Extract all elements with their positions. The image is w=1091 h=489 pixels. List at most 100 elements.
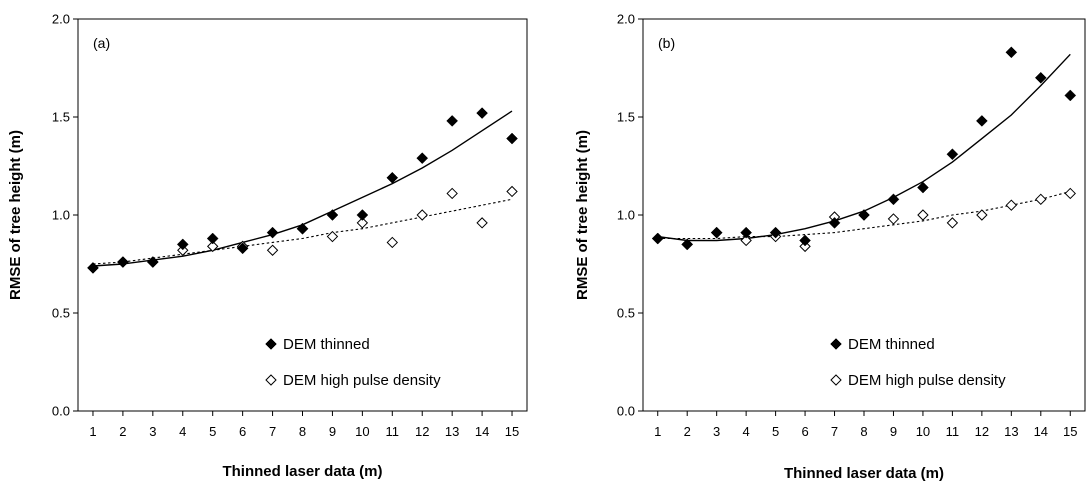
data-point-dem-high-pulse-density — [326, 230, 339, 243]
data-point-dem-thinned — [146, 256, 159, 268]
x-tick-label: 2 — [684, 424, 691, 439]
trend-line-dem-high-pulse-density — [657, 190, 1071, 240]
data-point-dem-thinned — [296, 222, 309, 235]
x-tick-label: 2 — [119, 424, 126, 439]
x-tick-label: 13 — [445, 424, 459, 439]
data-point-dem-high-pulse-density — [476, 217, 488, 229]
x-tick-label: 8 — [299, 424, 306, 439]
data-point-dem-high-pulse-density — [356, 217, 369, 229]
data-point-dem-thinned — [1005, 46, 1018, 59]
y-tick-label: 1.0 — [617, 208, 635, 223]
x-tick-label: 6 — [239, 424, 246, 439]
legend-marker-dem-high-pulse-density — [830, 374, 842, 386]
x-tick-label: 15 — [1063, 424, 1077, 439]
data-point-dem-thinned — [326, 209, 339, 221]
data-point-dem-thinned — [476, 107, 488, 119]
legend-label-dem-thinned: DEM thinned — [848, 336, 935, 353]
y-tick-label: 0.0 — [52, 404, 70, 419]
data-point-dem-high-pulse-density — [206, 240, 219, 253]
data-point-dem-thinned — [1034, 71, 1047, 84]
y-axis-title: RMSE of tree height (m) — [574, 130, 591, 300]
x-tick-label: 5 — [209, 424, 216, 439]
y-tick-label: 0.5 — [52, 306, 70, 321]
data-point-dem-thinned — [356, 209, 369, 221]
data-point-dem-high-pulse-density — [1035, 193, 1047, 206]
x-tick-label: 13 — [1004, 424, 1018, 439]
data-point-dem-thinned — [769, 226, 782, 239]
panel-label: (a) — [93, 35, 110, 51]
x-tick-label: 9 — [329, 424, 336, 439]
data-point-dem-thinned — [1064, 89, 1077, 102]
trend-line-dem-thinned — [92, 110, 513, 267]
chart-panel-b: 0.00.51.01.52.01 2 3 4 5 6 7 8 9 10 11 12 13 14 15Thin… — [574, 12, 1086, 482]
data-point-dem-high-pulse-density — [446, 187, 458, 200]
data-point-dem-thinned — [446, 115, 459, 127]
data-point-dem-thinned — [236, 242, 249, 255]
x-tick-label: 7 — [269, 424, 276, 439]
data-point-dem-high-pulse-density — [386, 236, 399, 249]
y-tick-label: 2.0 — [52, 12, 70, 27]
data-point-dem-thinned — [266, 226, 279, 239]
y-tick-label: 2.0 — [617, 12, 635, 27]
x-tick-label: 14 — [1034, 424, 1048, 439]
x-tick-label: 3 — [149, 424, 156, 439]
data-point-dem-thinned — [917, 181, 929, 194]
data-point-dem-thinned — [976, 115, 988, 127]
x-tick-label: 3 — [713, 424, 720, 439]
data-point-dem-high-pulse-density — [740, 234, 752, 247]
data-point-dem-thinned — [117, 256, 129, 268]
data-point-dem-high-pulse-density — [799, 240, 811, 253]
data-point-dem-thinned — [828, 216, 841, 229]
legend: DEM thinned DEM high pulse density — [830, 336, 1006, 389]
data-point-dem-high-pulse-density — [946, 217, 959, 229]
y-tick-label: 0.0 — [617, 404, 635, 419]
data-point-dem-high-pulse-density — [177, 244, 189, 256]
y-tick-label: 1.5 — [617, 110, 635, 125]
x-tick-label: 4 — [743, 424, 750, 439]
data-point-dem-thinned — [858, 209, 870, 221]
data-point-dem-high-pulse-density — [887, 213, 900, 225]
chart-panel-a: 0.00.51.01.52.01 2 3 4 5 6 7 8 9 10 11 12 13 14 15Thin… — [7, 12, 528, 480]
data-point-dem-thinned — [206, 232, 219, 245]
x-tick-label: 6 — [801, 424, 808, 439]
data-point-dem-high-pulse-density — [976, 209, 988, 221]
x-tick-label: 14 — [475, 424, 489, 439]
panel-label: (b) — [658, 35, 675, 51]
x-tick-label: 10 — [916, 424, 930, 439]
x-tick-label: 7 — [831, 424, 838, 439]
y-tick-label: 1.0 — [52, 208, 70, 223]
legend-label-dem-high-pulse-density: DEM high pulse density — [283, 372, 441, 389]
data-point-dem-thinned — [710, 226, 723, 239]
data-point-dem-thinned — [416, 152, 429, 165]
y-axis-title: RMSE of tree height (m) — [7, 130, 24, 300]
y-tick-label: 0.5 — [617, 306, 635, 321]
data-point-dem-high-pulse-density — [917, 209, 929, 221]
legend-marker-dem-high-pulse-density — [265, 374, 277, 386]
x-tick-label: 8 — [860, 424, 867, 439]
x-tick-label: 11 — [946, 424, 960, 439]
data-point-dem-thinned — [740, 226, 752, 239]
trend-line-dem-high-pulse-density — [92, 198, 513, 265]
x-axis-title: Thinned laser data (m) — [784, 465, 944, 482]
x-tick-label: 9 — [890, 424, 897, 439]
legend-marker-dem-thinned — [265, 338, 277, 350]
data-point-dem-high-pulse-density — [506, 185, 518, 198]
data-point-dem-high-pulse-density — [1005, 199, 1018, 211]
x-tick-label: 4 — [179, 424, 186, 439]
legend-label-dem-thinned: DEM thinned — [283, 336, 370, 353]
legend: DEM thinned DEM high pulse density — [265, 336, 441, 389]
data-point-dem-thinned — [176, 238, 189, 251]
data-point-dem-high-pulse-density — [416, 209, 428, 221]
y-tick-label: 1.5 — [52, 110, 70, 125]
data-point-dem-thinned — [87, 262, 99, 274]
x-tick-label: 1 — [654, 424, 661, 439]
data-point-dem-thinned — [681, 238, 694, 251]
legend-marker-dem-thinned — [830, 338, 842, 350]
x-tick-label: 5 — [772, 424, 779, 439]
x-tick-label: 15 — [505, 424, 519, 439]
data-point-dem-high-pulse-density — [1064, 187, 1076, 200]
x-tick-label: 11 — [386, 424, 400, 439]
data-point-dem-high-pulse-density — [266, 244, 279, 256]
x-tick-label: 12 — [975, 424, 989, 439]
